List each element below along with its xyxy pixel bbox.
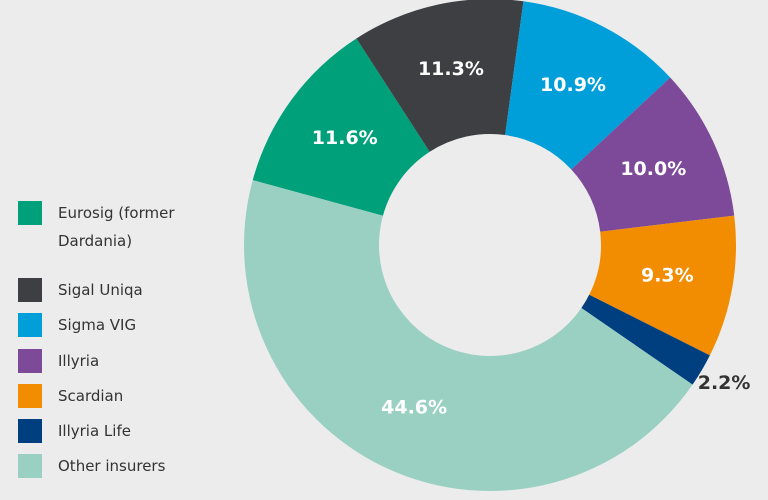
legend-label: Sigma VIG [58,316,137,334]
slice [571,77,735,232]
legend-item: Eurosig (former Dardania) [18,201,218,255]
legend-item: Sigma VIG [18,313,218,339]
slice [581,294,710,385]
slice [589,215,736,356]
legend-label: Scardian [58,387,124,405]
legend-item: Scardian [18,384,218,410]
legend-swatch [18,419,42,443]
slice [356,0,524,152]
slice-label: 2.2% [698,372,751,394]
slice-label: 10.9% [540,74,606,96]
slice [252,38,430,216]
slice-label: 11.3% [418,58,484,80]
slice [505,1,671,170]
legend-label: Eurosig (former Dardania) [58,204,175,250]
legend-swatch [18,201,42,225]
legend-item: Sigal Uniqa [18,278,218,304]
slice-label: 10.0% [620,158,686,180]
slice-label: 11.6% [312,127,378,149]
legend-swatch [18,454,42,478]
legend-item: Illyria [18,349,218,375]
legend-swatch [18,384,42,408]
legend-item: Illyria Life [18,419,218,445]
slice-label: 9.3% [641,264,694,286]
legend-label: Sigal Uniqa [58,281,143,299]
slice [243,180,693,492]
legend-swatch [18,313,42,337]
legend-label: Illyria Life [58,422,131,440]
legend-item: Other insurers [18,454,218,480]
legend-label: Illyria [58,352,100,370]
legend-swatch [18,349,42,373]
legend-label: Other insurers [58,457,166,475]
slice-label: 44.6% [381,397,447,419]
legend-swatch [18,278,42,302]
